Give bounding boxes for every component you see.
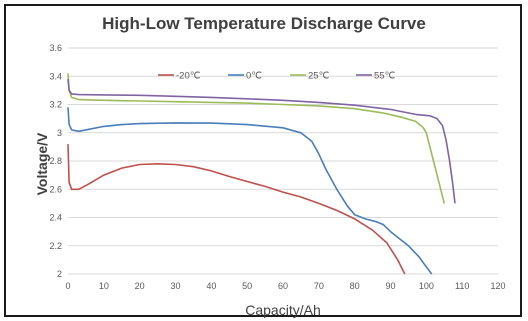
x-axis-title: Capacity/Ah	[245, 302, 320, 318]
y-tick-label: 3.6	[49, 43, 62, 53]
y-tick-label: 3	[57, 128, 62, 138]
legend: -20℃ 0℃ 25℃ 55℃	[158, 71, 396, 82]
y-tick-label: 2.4	[49, 213, 62, 223]
x-tick-label: 110	[455, 281, 469, 291]
legend-label: 0℃	[246, 71, 262, 82]
series-line-2	[67, 73, 446, 204]
x-tick-label: 70	[314, 281, 324, 291]
y-tick-label: 3.4	[49, 71, 62, 81]
y-tick-labels: 2 2.2 2.4 2.6 2.8 3 3.2 3.4 3.6	[49, 43, 62, 279]
y-tick-label: 3.2	[49, 100, 62, 110]
x-tick-label: 50	[242, 281, 252, 291]
legend-label: 25℃	[308, 71, 330, 82]
x-tick-label: 120	[490, 281, 505, 291]
x-tick-labels: 0 10 20 30 40 50 60 70 80 90 100 110 120	[65, 281, 505, 291]
x-tick-label: 10	[99, 281, 109, 291]
series-lines	[67, 73, 456, 275]
series-line-0	[67, 144, 406, 275]
x-tick-label: 40	[206, 281, 216, 291]
y-tick-label: 2.6	[49, 184, 62, 194]
chart-title: High-Low Temperature Discharge Curve	[102, 14, 426, 33]
series-line-3	[67, 79, 456, 204]
x-tick-label: 90	[385, 281, 395, 291]
y-tick-label: 2.8	[49, 156, 62, 166]
legend-label: -20℃	[176, 71, 201, 82]
legend-label: 55℃	[374, 71, 396, 82]
x-tick-label: 80	[350, 281, 360, 291]
series-line-1	[67, 107, 433, 275]
y-tick-label: 2.2	[49, 241, 62, 251]
y-axis-title: Voltage/V	[34, 132, 50, 195]
x-tick-label: 30	[170, 281, 180, 291]
x-tick-label: 20	[135, 281, 145, 291]
y-tick-label: 2	[57, 269, 62, 279]
x-tick-label: 100	[419, 281, 434, 291]
x-tick-label: 0	[65, 281, 70, 291]
x-tick-label: 60	[278, 281, 288, 291]
